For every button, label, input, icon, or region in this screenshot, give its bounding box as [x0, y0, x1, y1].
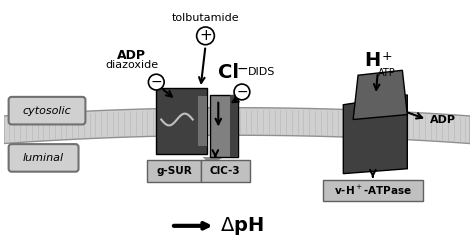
FancyBboxPatch shape	[201, 160, 250, 181]
FancyBboxPatch shape	[323, 180, 423, 201]
Text: ADP: ADP	[430, 114, 456, 125]
Circle shape	[197, 27, 214, 45]
Text: DIDS: DIDS	[248, 67, 275, 77]
FancyBboxPatch shape	[147, 160, 201, 181]
Text: tolbutamide: tolbutamide	[172, 13, 239, 23]
Text: −: −	[237, 62, 249, 76]
FancyBboxPatch shape	[9, 97, 85, 124]
Text: −: −	[150, 75, 162, 89]
Text: cytosolic: cytosolic	[23, 106, 72, 116]
Text: $\Delta$pH: $\Delta$pH	[220, 215, 264, 237]
Bar	[230, 95, 238, 157]
FancyBboxPatch shape	[156, 88, 208, 154]
Text: diazoxide: diazoxide	[105, 60, 158, 70]
Text: v-H$^+$-ATPase: v-H$^+$-ATPase	[334, 184, 412, 197]
Polygon shape	[353, 70, 407, 120]
Text: H: H	[365, 51, 381, 70]
Text: ADP: ADP	[117, 49, 146, 62]
Text: g-SUR: g-SUR	[156, 166, 192, 176]
Circle shape	[148, 74, 164, 90]
Text: luminal: luminal	[23, 153, 64, 163]
Polygon shape	[4, 108, 470, 144]
Text: ClC-3: ClC-3	[210, 166, 240, 176]
FancyBboxPatch shape	[9, 144, 79, 172]
Text: +: +	[382, 50, 392, 63]
Text: Cl: Cl	[218, 63, 238, 82]
Bar	[210, 95, 238, 157]
Polygon shape	[202, 157, 224, 165]
Text: −: −	[236, 85, 248, 99]
Bar	[198, 96, 208, 146]
Text: ATP: ATP	[378, 68, 395, 78]
Circle shape	[234, 84, 250, 100]
Polygon shape	[343, 95, 407, 174]
Text: +: +	[199, 28, 212, 43]
